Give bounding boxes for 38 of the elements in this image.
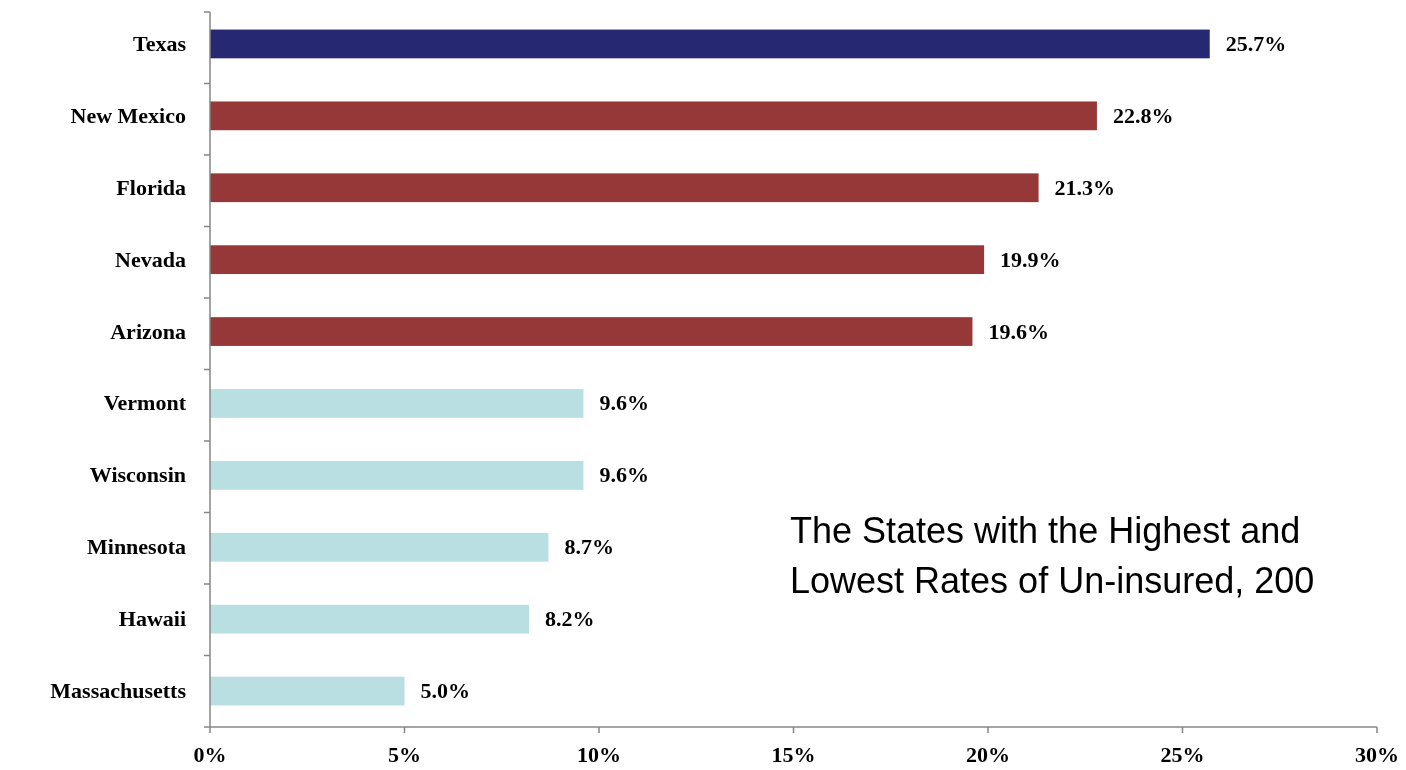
bar xyxy=(210,389,584,418)
y-tick-label: Texas xyxy=(133,30,187,56)
data-label: 9.6% xyxy=(599,390,649,416)
bar xyxy=(210,532,549,562)
bar xyxy=(210,29,1210,59)
y-tick-label: Florida xyxy=(116,174,186,200)
x-tick-label: 25% xyxy=(1160,742,1205,767)
data-label: 22.8% xyxy=(1112,102,1174,128)
x-tick-label: 10% xyxy=(577,742,621,767)
y-tick-label: Minnesota xyxy=(87,534,186,560)
x-tick-label: 0% xyxy=(193,742,227,767)
bar xyxy=(210,676,405,706)
bar xyxy=(210,604,529,634)
bar xyxy=(210,245,985,275)
x-tick-label: 20% xyxy=(966,742,1010,767)
bar xyxy=(210,460,584,490)
y-tick-label: New Mexico xyxy=(70,102,186,128)
y-tick-label: Arizona xyxy=(110,318,186,344)
data-label: 9.6% xyxy=(599,462,649,488)
x-tick-label: 30% xyxy=(1355,742,1399,767)
x-tick-label: 5% xyxy=(388,742,421,767)
bar xyxy=(210,317,973,346)
y-tick-label: Wisconsin xyxy=(89,462,186,488)
data-label: 19.6% xyxy=(988,318,1049,344)
data-label: 8.2% xyxy=(544,606,595,632)
y-tick-label: Vermont xyxy=(103,390,187,416)
bar xyxy=(210,173,1039,203)
y-tick-label: Massachusetts xyxy=(50,678,187,704)
data-label: 8.7% xyxy=(564,534,614,560)
y-tick-label: Nevada xyxy=(115,246,186,272)
y-tick-label: Hawaii xyxy=(118,606,186,632)
annotation: The States with the Highest and Lowest Rates of Un-insured, 200 xyxy=(790,510,1315,601)
data-label: 19.9% xyxy=(1000,246,1061,272)
data-label: 5.0% xyxy=(420,678,470,704)
data-label: 25.7% xyxy=(1225,30,1287,56)
x-tick-label: 15% xyxy=(771,742,816,767)
data-label: 21.3% xyxy=(1054,174,1116,200)
bar xyxy=(210,101,1097,131)
